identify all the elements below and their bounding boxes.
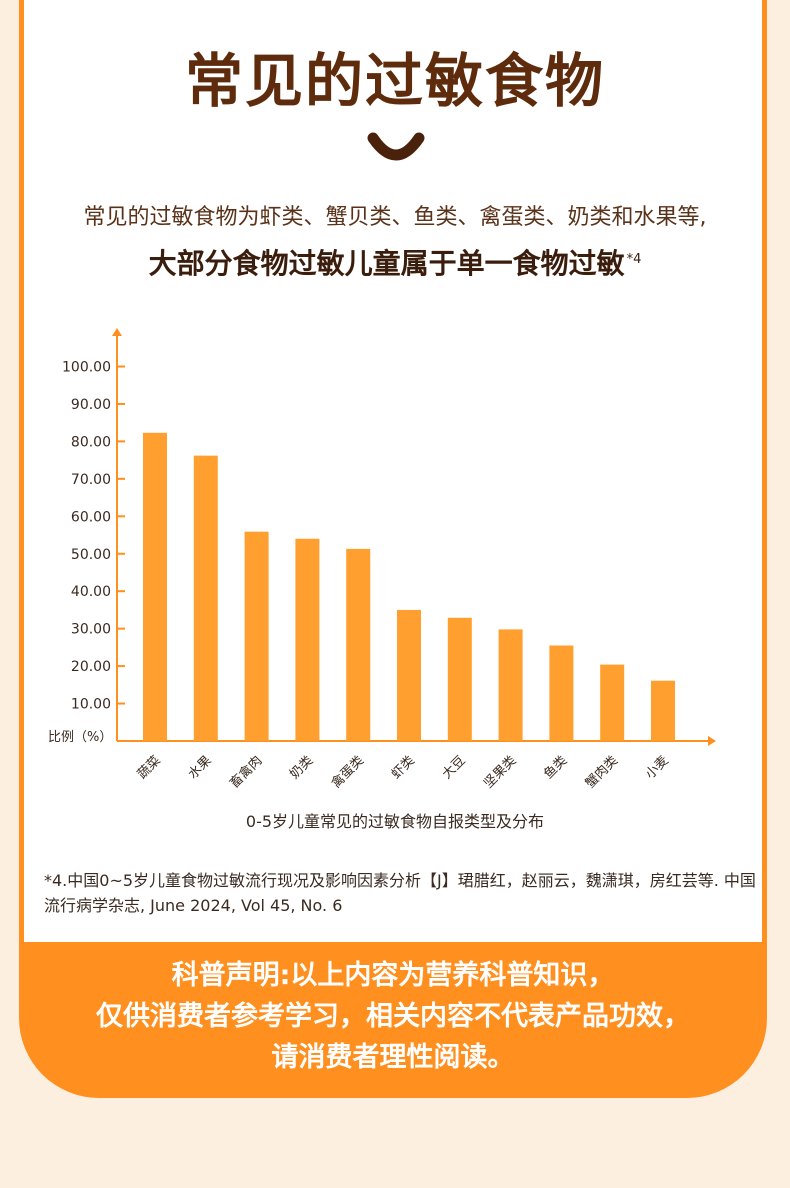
page-title: 常见的过敏食物	[184, 47, 605, 115]
x-tick-label: 禽蛋类	[328, 753, 367, 792]
y-axis-arrow	[112, 328, 122, 336]
x-tick-label: 蔬菜	[135, 753, 164, 782]
y-ticks: 10.00 20.00 30.00 40.00 50.00 60.00 70.00 80.00…	[62, 360, 125, 713]
chart-caption: 0-5岁儿童常见的过敏食物自报类型及分布	[245, 812, 545, 831]
y-tick-label: 20.00	[71, 659, 111, 675]
intro-text: 常见的过敏食物为虾类、蟹贝类、鱼类、禽蛋类、奶类和水果等,	[83, 205, 707, 230]
bars	[143, 432, 675, 741]
y-tick-label: 10.00	[71, 697, 111, 713]
smile-icon	[367, 132, 425, 161]
x-tick-label: 蟹肉类	[583, 753, 621, 791]
bar	[346, 548, 371, 741]
y-tick-label: 100.00	[62, 360, 111, 376]
x-tick-label: 畜禽肉	[227, 753, 266, 792]
x-tick-label: 大豆	[440, 753, 469, 782]
headline: 大部分食物过敏儿童属于单一食物过敏 *4	[0, 242, 790, 282]
y-tick-label: 80.00	[71, 434, 111, 450]
bar	[549, 645, 574, 741]
bar	[600, 664, 625, 741]
headline-text: 大部分食物过敏儿童属于单一食物过敏	[148, 247, 625, 280]
disclaimer-line: 仅供消费者参考学习，相关内容不代表产品功效，	[96, 1001, 690, 1032]
x-tick-labels: 蔬菜 水果 畜禽肉 奶类 禽蛋类 虾类 大豆 坚果类 鱼类 蟹肉类 小麦	[135, 753, 672, 792]
y-axis-label: 比例（%）	[48, 730, 112, 745]
y-tick-label: 30.00	[71, 622, 111, 638]
bar	[397, 609, 421, 741]
bar	[143, 432, 167, 741]
bar-chart: 10.00 20.00 30.00 40.00 50.00 60.00 70.00 80.00…	[48, 328, 716, 792]
x-tick-label: 坚果类	[481, 753, 519, 791]
y-tick-label: 50.00	[71, 547, 111, 563]
bar	[244, 531, 269, 741]
reference-note: *4.中国0~5岁儿童食物过敏流行现况及影响因素分析【J】珺腊红，赵丽云，魏潇琪…	[44, 871, 756, 915]
bar	[295, 538, 320, 741]
x-tick-label: 水果	[186, 753, 215, 782]
headline-reference-mark: *4	[626, 251, 642, 267]
x-tick-label: 虾类	[389, 753, 418, 782]
x-tick-label: 小麦	[643, 753, 672, 782]
x-tick-label: 奶类	[287, 753, 316, 782]
x-axis-arrow	[708, 736, 716, 746]
bar	[651, 680, 675, 741]
x-tick-label: 鱼类	[541, 753, 571, 783]
bar	[498, 629, 523, 741]
y-tick-label: 60.00	[71, 509, 111, 525]
y-tick-label: 70.00	[71, 472, 111, 488]
disclaimer-line: 请消费者理性阅读。	[271, 1042, 515, 1073]
bar	[193, 455, 218, 741]
y-tick-label: 40.00	[71, 584, 111, 600]
bar	[447, 617, 472, 741]
disclaimer-line: 科普声明:以上内容为营养科普知识，	[171, 960, 615, 991]
disclaimer: 科普声明:以上内容为营养科普知识， 仅供消费者参考学习，相关内容不代表产品功效，…	[19, 955, 767, 1078]
y-tick-label: 90.00	[71, 397, 111, 413]
